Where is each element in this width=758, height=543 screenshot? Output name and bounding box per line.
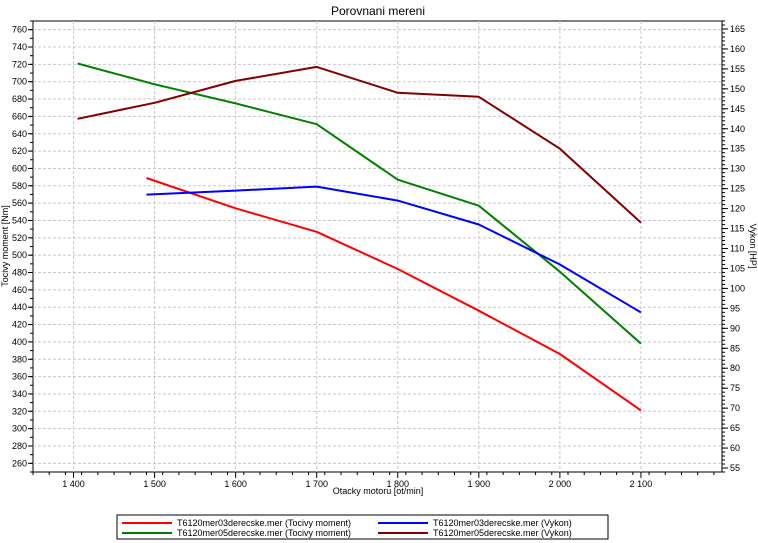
- legend: T6120mer03derecske.mer (Tocivy moment) T6…: [116, 514, 609, 540]
- y-right-tick-label: 140: [730, 124, 745, 134]
- y-left-tick-label: 340: [12, 389, 27, 399]
- y-left-tick-label: 640: [12, 129, 27, 139]
- y-axis-left: 260 280 300 320 340 360 380 400 420 440 460 480 500 5…: [12, 20, 33, 473]
- y-left-tick-label: 760: [12, 25, 27, 35]
- series-lines: [77, 62, 642, 412]
- legend-label-2: T6120mer05derecske.mer (Tocivy moment): [177, 528, 351, 538]
- x-tick-label: 2 100: [630, 479, 653, 489]
- y-left-tick-label: 480: [12, 268, 27, 278]
- y-right-tick-label: 100: [730, 283, 745, 293]
- x-axis-title: Otacky motoru [ot/min]: [333, 486, 424, 496]
- x-tick-label: 1 600: [224, 479, 247, 489]
- y-left-tick-label: 380: [12, 354, 27, 364]
- y-right-tick-label: 130: [730, 164, 745, 174]
- y-right-tick-label: 155: [730, 64, 745, 74]
- y-left-tick-label: 320: [12, 406, 27, 416]
- y-right-tick-label: 80: [730, 363, 740, 373]
- y-right-tick-label: 165: [730, 24, 745, 34]
- y-left-tick-label: 500: [12, 250, 27, 260]
- y-right-tick-label: 125: [730, 184, 745, 194]
- y-left-tick-label: 720: [12, 59, 27, 69]
- y-right-tick-label: 105: [730, 263, 745, 273]
- y-left-tick-label: 460: [12, 285, 27, 295]
- legend-label-3: T6120mer03derecske.mer (Vykon): [433, 518, 572, 528]
- x-tick-label: 1 900: [468, 479, 491, 489]
- x-tick-label: 2 000: [549, 479, 572, 489]
- y-left-tick-label: 580: [12, 181, 27, 191]
- y-right-tick-label: 75: [730, 383, 740, 393]
- series-line-2: [77, 62, 642, 345]
- y-left-tick-label: 540: [12, 215, 27, 225]
- series-line-4: [77, 65, 642, 224]
- y-right-tick-label: 95: [730, 303, 740, 313]
- y-axis-right: 55 60 65 70 75 80 85 90 95 100 105 110 115 120 125 130 1…: [722, 20, 745, 473]
- y-left-tick-label: 400: [12, 337, 27, 347]
- x-tick-label: 1 500: [143, 479, 166, 489]
- y-right-tick-label: 65: [730, 423, 740, 433]
- chart-title: Porovnani mereni: [331, 4, 425, 18]
- legend-label-1: T6120mer03derecske.mer (Tocivy moment): [177, 518, 351, 528]
- y-left-tick-label: 600: [12, 163, 27, 173]
- legend-label-4: T6120mer05derecske.mer (Vykon): [433, 528, 572, 538]
- legend-box: [116, 514, 609, 540]
- y-right-tick-label: 150: [730, 84, 745, 94]
- y-left-tick-label: 560: [12, 198, 27, 208]
- y-right-tick-label: 120: [730, 204, 745, 214]
- series-line-1: [146, 177, 642, 412]
- y-left-tick-label: 700: [12, 77, 27, 87]
- x-tick-label: 1 400: [62, 479, 85, 489]
- y-axis-right-title: Vykon [HP]: [748, 224, 758, 269]
- y-axis-left-title: Tocivy moment [Nm]: [0, 205, 10, 287]
- y-left-tick-label: 740: [12, 42, 27, 52]
- y-right-tick-label: 70: [730, 403, 740, 413]
- y-right-tick-label: 115: [730, 224, 744, 234]
- x-tick-label: 1 800: [386, 479, 409, 489]
- y-left-tick-label: 520: [12, 233, 27, 243]
- y-left-tick-label: 660: [12, 111, 27, 121]
- y-right-tick-label: 55: [730, 463, 740, 473]
- y-left-tick-label: 360: [12, 372, 27, 382]
- y-left-tick-label: 300: [12, 424, 27, 434]
- y-right-tick-label: 135: [730, 144, 745, 154]
- y-right-tick-label: 90: [730, 323, 740, 333]
- series-line-3: [146, 185, 642, 314]
- y-left-tick-label: 620: [12, 146, 27, 156]
- y-left-tick-label: 440: [12, 302, 27, 312]
- y-left-tick-label: 420: [12, 320, 27, 330]
- y-right-tick-label: 160: [730, 44, 745, 54]
- y-left-tick-label: 260: [12, 458, 27, 468]
- y-left-tick-label: 280: [12, 441, 27, 451]
- y-right-tick-label: 85: [730, 343, 740, 353]
- plot-area: [32, 20, 723, 473]
- y-left-tick-label: 680: [12, 94, 27, 104]
- y-right-tick-label: 110: [730, 243, 744, 253]
- y-right-tick-label: 145: [730, 104, 745, 114]
- y-right-tick-label: 60: [730, 443, 740, 453]
- x-tick-label: 1 700: [305, 479, 328, 489]
- x-axis: 1 400 1 500 1 600 1 700 1 800 1 900 2 000 2 100: [32, 472, 715, 489]
